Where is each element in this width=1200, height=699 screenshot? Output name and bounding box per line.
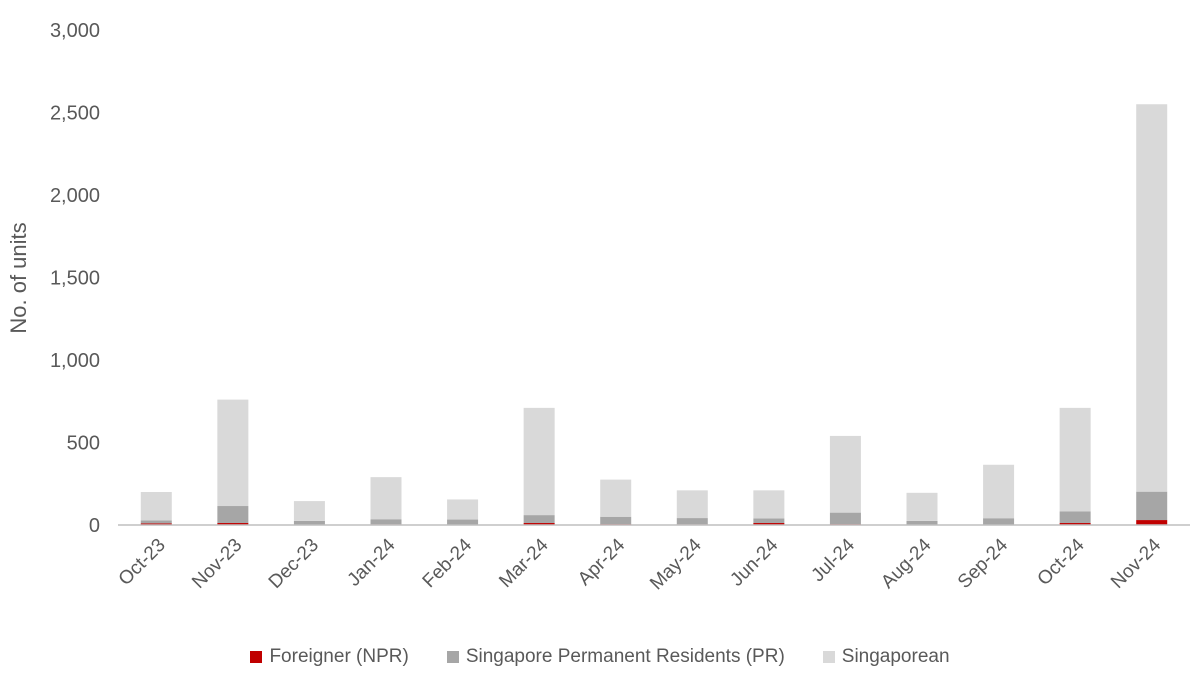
- y-axis-title: No. of units: [6, 222, 31, 333]
- legend-swatch-foreigner: [250, 651, 263, 663]
- x-tick-label: Aug-24: [877, 534, 935, 592]
- bar-segment-singaporean: [217, 399, 249, 507]
- y-axis: 0 500 1,000 1,500 2,000 2,500 3,000: [50, 20, 100, 537]
- bar-segment-singaporean: [447, 499, 479, 520]
- bar-segment-pr: [906, 520, 938, 525]
- y-tick-label: 500: [67, 433, 100, 455]
- bar-segment-pr: [370, 519, 402, 525]
- bar-segment-pr: [1136, 491, 1168, 521]
- bar-segment-singaporean: [1059, 407, 1091, 512]
- x-tick-label: Nov-23: [188, 535, 246, 593]
- bars-group: [140, 104, 1168, 525]
- legend-label-pr: Singapore Permanent Residents (PR): [465, 646, 785, 667]
- legend-swatch-singaporean: [822, 651, 835, 663]
- bar-segment-foreigner: [217, 523, 249, 525]
- y-tick-label: 2,500: [50, 103, 100, 125]
- x-tick-label: Dec-23: [265, 535, 323, 593]
- bar-segment-singaporean: [1136, 104, 1168, 492]
- y-tick-label: 0: [89, 515, 100, 537]
- bar-segment-foreigner: [140, 523, 172, 525]
- bar-segment-foreigner: [1136, 520, 1168, 525]
- bar-segment-singaporean: [140, 492, 172, 521]
- bar-segment-pr: [600, 516, 632, 525]
- legend-swatch-pr: [446, 651, 459, 663]
- bar-segment-singaporean: [600, 479, 632, 517]
- y-tick-label: 1,500: [50, 268, 100, 290]
- bar-segment-singaporean: [370, 477, 402, 520]
- x-tick-label: Sep-24: [954, 534, 1012, 592]
- bar-segment-pr: [140, 520, 172, 524]
- x-tick-label: Oct-24: [1034, 534, 1089, 589]
- bar-segment-singaporean: [983, 464, 1015, 519]
- bar-segment-foreigner: [523, 523, 555, 525]
- y-tick-label: 2,000: [50, 185, 100, 207]
- bar-segment-pr: [1059, 511, 1091, 524]
- legend-label-singaporean: Singaporean: [841, 646, 950, 667]
- x-tick-label: Jan-24: [344, 534, 400, 590]
- legend-label-foreigner: Foreigner (NPR): [269, 646, 409, 667]
- bar-segment-pr: [217, 506, 249, 524]
- stacked-bar-chart: 0 500 1,000 1,500 2,000 2,500 3,000 Oct-23 Nov-…: [6, 20, 1190, 594]
- x-tick-label: Mar-24: [495, 534, 553, 592]
- bar-segment-singaporean: [753, 490, 785, 519]
- legend-item-foreigner: Foreigner (NPR): [250, 646, 409, 668]
- x-tick-label: Jun-24: [726, 534, 782, 590]
- x-axis: Oct-23 Nov-23 Dec-23 Jan-24 Feb-24 Mar-24 Apr-…: [115, 524, 1190, 594]
- x-tick-label: May-24: [646, 534, 706, 594]
- x-tick-label: Nov-24: [1107, 534, 1165, 592]
- bar-segment-pr: [753, 518, 785, 524]
- bar-segment-singaporean: [906, 492, 938, 521]
- bar-segment-pr: [523, 515, 555, 524]
- x-tick-label: Apr-24: [574, 534, 629, 589]
- y-tick-label: 1,000: [50, 350, 100, 372]
- legend-item-singaporean: Singaporean: [822, 646, 950, 668]
- x-tick-label: Oct-23: [115, 535, 170, 590]
- y-tick-label: 3,000: [50, 20, 100, 42]
- bar-segment-foreigner: [1059, 523, 1091, 525]
- bar-segment-singaporean: [293, 501, 325, 521]
- legend-item-pr: Singapore Permanent Residents (PR): [446, 646, 785, 668]
- bar-segment-pr: [293, 520, 325, 525]
- bar-segment-singaporean: [829, 435, 861, 513]
- legend: Foreigner (NPR) Singapore Permanent Resi…: [0, 646, 1200, 668]
- x-tick-label: Feb-24: [419, 534, 477, 592]
- x-tick-label: Jul-24: [808, 534, 860, 586]
- bar-segment-pr: [676, 518, 708, 525]
- bar-segment-pr: [983, 518, 1015, 525]
- bar-segment-singaporean: [523, 407, 555, 516]
- bar-segment-pr: [829, 512, 861, 525]
- bar-segment-foreigner: [753, 523, 785, 525]
- bar-segment-singaporean: [676, 490, 708, 519]
- bar-segment-pr: [447, 519, 479, 525]
